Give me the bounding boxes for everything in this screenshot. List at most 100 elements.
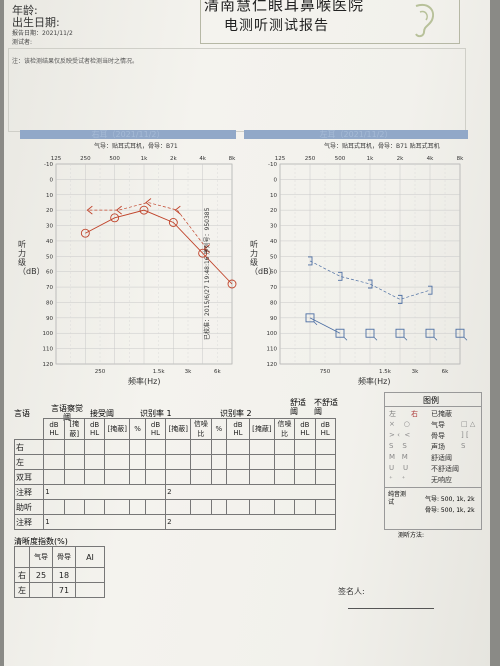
y-tick-label: 20: [270, 208, 277, 214]
y-tick-label: 80: [270, 300, 277, 306]
calibration-stamp: 已校准：2015/6/27 19:48:16 序列号：950385: [204, 207, 211, 340]
row-label: 左: [13, 454, 45, 470]
y-tick-label: 60: [46, 270, 53, 276]
note-text: 注：该检测结果仅反映受试者检测当时之情况。: [12, 58, 139, 65]
legend-item-mcl: 舒适阈: [431, 454, 452, 462]
air-point: [395, 328, 405, 338]
air-conduction-line: [85, 209, 233, 285]
sub-header: %: [210, 418, 228, 440]
y-tick-label: 20: [46, 208, 53, 214]
clarity-ear: 左: [14, 582, 30, 598]
sub-header: dB HL: [314, 418, 337, 440]
legend-left: 左: [389, 410, 396, 418]
air-point: [365, 328, 375, 338]
speech-header-2: 接受阈: [90, 409, 114, 418]
speech-table: 言语 言语察觉阈 接受阈 识别率 1 识别率 2 舒适阈 不舒适阈 dB HL …: [13, 398, 344, 530]
legend-masked: 已掩蔽: [431, 410, 452, 418]
bone-point: [368, 279, 373, 289]
sub-header: [掩蔽]: [165, 418, 192, 440]
x-tick-label: 6k: [442, 369, 449, 375]
y-tick-label: 100: [267, 331, 278, 337]
x-tick-label: 2k: [397, 156, 404, 162]
air-point: [425, 328, 435, 338]
bone-point: [338, 271, 343, 281]
x-tick-label: 1.5k: [379, 369, 392, 375]
speech-header-5: 舒适阈: [290, 398, 306, 416]
y-tick-label: 110: [43, 347, 54, 353]
pure-air: 气导: 500, 1k, 2k: [425, 496, 475, 503]
bone-point: [428, 285, 433, 295]
legend-item-ucl: 不舒适阈: [431, 465, 459, 473]
legend-item-soundfield: 声场: [431, 443, 445, 451]
air-point: [335, 328, 345, 338]
sub-header: 信噪比: [273, 418, 296, 440]
x-tick-label: 125: [51, 156, 62, 162]
bone-point: [86, 205, 93, 215]
no-response-arrow: [313, 321, 318, 326]
air-point: [80, 228, 90, 238]
x-tick-label: 500: [335, 156, 346, 162]
speech-header-3: 识别率 1: [140, 409, 172, 418]
x-tick-label: 3k: [412, 369, 419, 375]
right-ear-device: 气导：贴耳式耳机，骨导：B71: [94, 143, 178, 150]
air-point: [305, 313, 315, 323]
right-ear-title-bar: 右耳（2021/11/2）: [20, 130, 236, 139]
left-ear-device: 气导：贴耳式耳机，骨导：B71 贴耳式耳机: [324, 143, 440, 150]
bone-point: [398, 294, 403, 304]
row-label: 右: [13, 439, 45, 455]
speech-grid: dB HL [掩蔽] dB HL [掩蔽] % dB HL [掩蔽] 信噪比 %…: [13, 418, 337, 530]
note-number: 2: [165, 514, 336, 530]
air-point: [227, 279, 237, 289]
x-tick-label: 250: [95, 369, 106, 375]
x-tick-label: 250: [80, 156, 91, 162]
title-box: [200, 0, 460, 44]
no-response-arrow: [463, 336, 468, 341]
y-tick-label: 120: [267, 362, 278, 368]
y-tick-label: 70: [270, 285, 277, 291]
clarity-col-air: 气导: [29, 546, 53, 568]
sub-header: [掩蔽]: [104, 418, 131, 440]
x-tick-label: 1.5k: [153, 369, 166, 375]
y-tick-label: 120: [43, 362, 54, 368]
bone-point: [203, 244, 210, 253]
y-tick-label: -10: [44, 162, 53, 168]
bone-point: [115, 205, 122, 215]
y-tick-label: 10: [46, 193, 53, 199]
row-label: 注释: [13, 484, 45, 500]
y-tick-label: 90: [46, 316, 53, 322]
note-box: [8, 48, 466, 132]
bone-conduction-line: [89, 202, 207, 249]
tester-label: 测试者:: [12, 39, 33, 46]
y-tick-label: 0: [50, 177, 54, 183]
left-ear-audiogram: -10 0 10 20 30 40 50 60 70 80 90 100 110 120 125 250 500…: [267, 156, 468, 375]
clarity-bone: 18: [52, 567, 76, 583]
note-number: 2: [165, 484, 336, 500]
y-tick-label: 0: [274, 177, 278, 183]
left-ear-y-label: 听力级（dB）: [250, 240, 277, 276]
y-tick-label: 40: [270, 239, 277, 245]
bone-point: [145, 198, 152, 207]
sub-header: dB HL: [226, 418, 250, 440]
y-tick-label: 10: [270, 193, 277, 199]
note-number: 1: [43, 514, 167, 530]
sub-header: [掩蔽]: [63, 418, 85, 440]
y-tick-label: 70: [46, 285, 53, 291]
report-title: 电测听测试报告: [224, 18, 329, 34]
bone-point: [308, 256, 313, 266]
row-label: 双耳: [13, 469, 45, 485]
y-tick-label: 50: [46, 254, 53, 260]
note-number: 1: [43, 484, 167, 500]
air-point: [139, 205, 149, 215]
row-label: 助听: [13, 499, 45, 515]
speech-header-0: 言语: [14, 409, 30, 418]
sub-header: dB HL: [83, 418, 106, 440]
clarity-table: 气导 骨导 AI 右 25 18 左 71: [14, 546, 105, 598]
clarity-air: 25: [29, 567, 53, 583]
x-tick-label: 8k: [457, 156, 464, 162]
hospital-name: 清南慧仁眼耳鼻喉医院: [204, 0, 365, 14]
right-ear-x-label: 频率(Hz): [128, 377, 161, 386]
x-tick-label: 2k: [170, 156, 177, 162]
y-tick-label: 30: [46, 224, 53, 230]
legend-right: 右: [411, 410, 418, 418]
air-point: [198, 248, 208, 258]
